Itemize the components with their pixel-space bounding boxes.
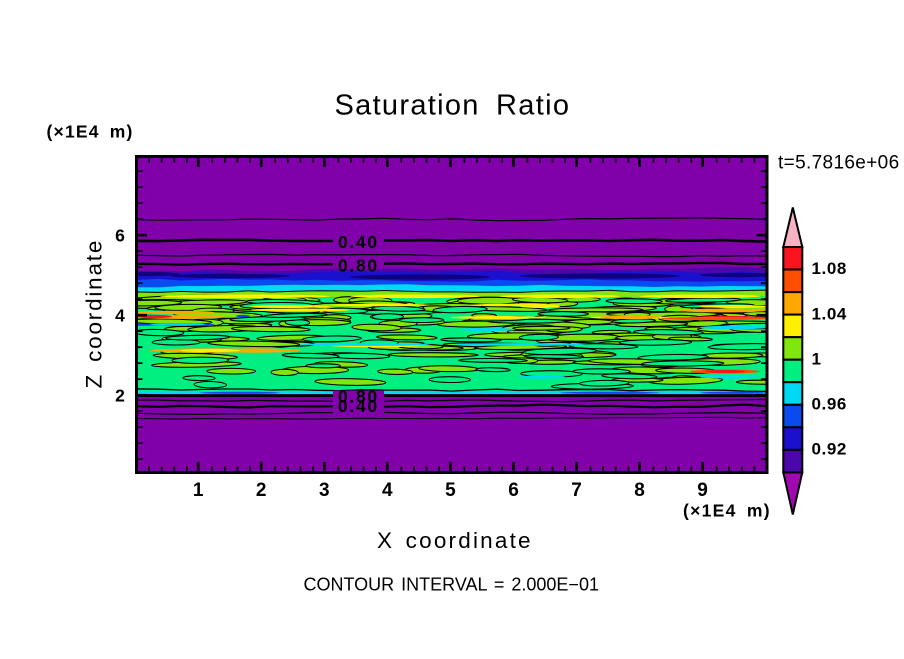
svg-text:t=5.7816e+06: t=5.7816e+06 bbox=[778, 153, 899, 174]
svg-text:3: 3 bbox=[319, 480, 330, 501]
svg-text:9: 9 bbox=[697, 480, 708, 501]
svg-text:Z coordinate: Z coordinate bbox=[82, 239, 107, 389]
svg-text:4: 4 bbox=[115, 306, 125, 326]
svg-text:6: 6 bbox=[115, 226, 125, 246]
svg-text:1: 1 bbox=[812, 349, 822, 368]
svg-text:2: 2 bbox=[115, 386, 125, 406]
svg-text:1.04: 1.04 bbox=[812, 304, 848, 323]
svg-text:0.92: 0.92 bbox=[812, 440, 848, 459]
svg-text:0.96: 0.96 bbox=[812, 395, 848, 414]
svg-text:0.80: 0.80 bbox=[338, 256, 379, 276]
svg-text:0.40: 0.40 bbox=[338, 232, 379, 252]
svg-text:6: 6 bbox=[508, 480, 519, 501]
svg-text:X coordinate: X coordinate bbox=[377, 528, 533, 553]
svg-text:0.80: 0.80 bbox=[338, 387, 379, 407]
svg-text:8: 8 bbox=[634, 480, 645, 501]
svg-text:(×1E4 m): (×1E4 m) bbox=[47, 122, 134, 142]
svg-text:1.08: 1.08 bbox=[812, 259, 848, 278]
svg-text:0.40: 0.40 bbox=[338, 396, 379, 416]
svg-text:4: 4 bbox=[382, 480, 393, 501]
svg-text:7: 7 bbox=[571, 480, 582, 501]
svg-text:1: 1 bbox=[193, 480, 204, 501]
svg-text:Saturation Ratio: Saturation Ratio bbox=[335, 90, 571, 122]
svg-text:5: 5 bbox=[445, 480, 456, 501]
svg-text:2: 2 bbox=[256, 480, 267, 501]
svg-text:(×1E4 m): (×1E4 m) bbox=[683, 501, 771, 521]
svg-text:CONTOUR INTERVAL = 2.000E−01: CONTOUR INTERVAL = 2.000E−01 bbox=[304, 575, 599, 595]
